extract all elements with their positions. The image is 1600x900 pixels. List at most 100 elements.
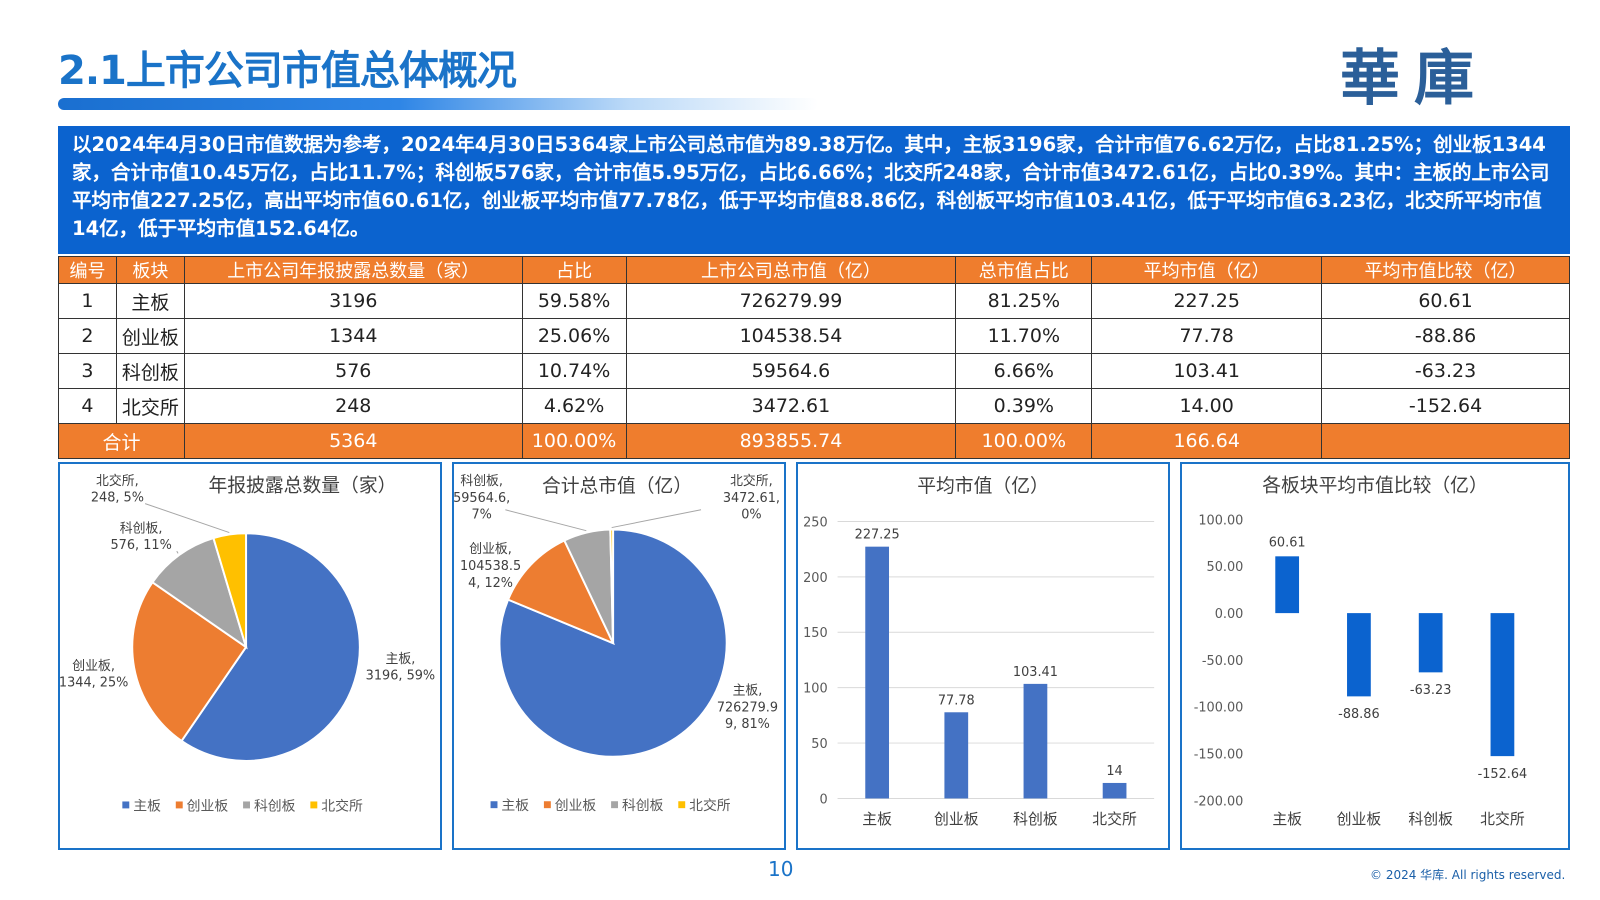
bar-科创板 [1023, 683, 1048, 799]
legend-swatch [122, 801, 130, 809]
legend-label: 创业板 [555, 798, 597, 814]
y-tick-label: 250 [803, 515, 828, 530]
data-label: 576, 11% [110, 538, 171, 553]
table-cell: 2 [58, 318, 117, 354]
page-title: 2.1上市公司市值总体概况 [58, 48, 517, 94]
table-cell: 1344 [183, 318, 523, 354]
data-label: 北交所, [96, 473, 139, 489]
data-label: 4, 12% [468, 576, 513, 591]
chart-panel-value-pie: 合计总市值（亿） 主板, 726279.9 9, 81% 创业板, 104538.5 4,… [452, 462, 786, 850]
summary-text-box: 以2024年4月30日市值数据为参考，2024年4月30日5364家上市公司总市… [58, 126, 1570, 254]
data-label: 主板, [386, 652, 416, 667]
y-tick-label: 150 [803, 626, 828, 641]
bar-主板 [865, 546, 890, 799]
bar-创业板 [1347, 613, 1371, 697]
data-label: 主板, [733, 684, 763, 699]
x-category-label: 北交所 [1480, 810, 1525, 828]
table-cell: 104538.54 [625, 318, 957, 354]
x-category-label: 主板 [862, 810, 892, 828]
y-tick-label: -50.00 [1202, 654, 1243, 669]
chart-panel-count-pie: 年报披露总数量（家） 主板, 3196, 59% 创业板, 1344, 25% 科创板,… [58, 462, 442, 850]
brand-logo: 華庫 [1340, 44, 1488, 114]
count-pie-chart: 年报披露总数量（家） 主板, 3196, 59% 创业板, 1344, 25% 科创板,… [60, 473, 435, 815]
table-row: 1 主板 3196 59.58% 726279.99 81.25% 227.25… [58, 283, 1570, 319]
table-cell: 11.70% [955, 318, 1093, 354]
table-cell: 103.41 [1091, 353, 1323, 389]
x-category-label: 科创板 [1013, 810, 1058, 828]
legend-swatch [543, 801, 551, 809]
table-cell: 6.66% [955, 353, 1093, 389]
y-tick-label: -150.00 [1194, 748, 1244, 763]
table-cell: 3196 [183, 283, 523, 319]
table-cell: 4 [58, 388, 117, 424]
legend-swatch [678, 801, 686, 809]
legend-label: 创业板 [187, 798, 229, 814]
chart-panel-avg-bar: 平均市值（亿） 0 50 100 150 200 250 227.25 主板 77.78 创业板 1… [796, 462, 1170, 850]
table-cell: -88.86 [1321, 318, 1570, 354]
bar-北交所 [1490, 613, 1515, 757]
header-cell-value-share: 总市值占比 [955, 256, 1093, 284]
table-cell: -63.23 [1321, 353, 1570, 389]
table-cell: 3472.61 [625, 388, 957, 424]
data-label: 3196, 59% [366, 669, 435, 684]
legend-swatch [490, 801, 498, 809]
pie-slice-北交所 [609, 528, 615, 644]
table-cell: 59.58% [521, 283, 627, 319]
table-cell: 100.00% [955, 423, 1093, 459]
x-category-label: 北交所 [1092, 810, 1137, 828]
y-tick-label: 50 [811, 737, 827, 752]
data-label: -63.23 [1410, 683, 1451, 698]
chart-title: 合计总市值（亿） [542, 475, 692, 497]
data-label: -88.86 [1338, 707, 1379, 722]
y-tick-label: 100.00 [1198, 513, 1243, 528]
data-label: 104538.5 [460, 559, 521, 574]
table-cell: 893855.74 [625, 423, 957, 459]
table-total-row: 合计 5364 100.00% 893855.74 100.00% 166.64 [58, 423, 1570, 459]
data-label: 59564.6, [454, 491, 510, 506]
header-cell-total-value: 上市公司总市值（亿） [625, 256, 957, 284]
y-tick-label: -200.00 [1194, 794, 1244, 809]
data-label: 科创板, [120, 521, 163, 536]
data-label: 726279.9 [717, 700, 778, 715]
copyright-text: © 2024 华库. All rights reserved. [1370, 868, 1566, 882]
data-label: 0% [741, 508, 761, 523]
data-label: 创业板, [469, 542, 512, 557]
table-cell: 60.61 [1321, 283, 1570, 319]
data-label: 科创板, [460, 474, 503, 489]
table-cell: 25.06% [521, 318, 627, 354]
y-tick-label: 0 [819, 792, 827, 807]
bar-北交所 [1102, 782, 1127, 799]
legend-label: 科创板 [622, 798, 664, 814]
legend-label: 主板 [501, 798, 529, 814]
legend-swatch [243, 801, 250, 809]
title-underline [58, 98, 818, 110]
leader-line [611, 509, 702, 529]
market-value-table: 编号 板块 上市公司年报披露总数量（家） 占比 上市公司总市值（亿） 总市值占比… [58, 256, 1570, 459]
data-label: 248, 5% [91, 491, 144, 506]
table-cell: 10.74% [521, 353, 627, 389]
table-cell: 726279.99 [625, 283, 957, 319]
table-cell [1321, 423, 1570, 459]
pie-slice-主板 [180, 532, 361, 762]
pie-slice-创业板 [131, 580, 248, 743]
data-label: 77.78 [938, 693, 975, 708]
table-header-row: 编号 板块 上市公司年报披露总数量（家） 占比 上市公司总市值（亿） 总市值占比… [58, 256, 1570, 284]
legend-label: 北交所 [321, 797, 363, 814]
data-label: 7% [471, 508, 491, 523]
x-category-label: 主板 [1272, 810, 1302, 828]
x-category-label: 创业板 [1337, 810, 1382, 828]
pie-slice-北交所 [212, 532, 248, 648]
bar-主板 [1275, 556, 1300, 614]
value-pie-chart: 合计总市值（亿） 主板,726279.9 9, 81% 创业板, 104538.5 4,… [454, 473, 780, 814]
chart-title: 年报披露总数量（家） [208, 475, 396, 497]
leader-line [505, 509, 587, 532]
y-tick-label: 50.00 [1207, 560, 1244, 575]
table-cell: 4.62% [521, 388, 627, 424]
pie-slice-创业板 [506, 539, 616, 646]
data-label: 103.41 [1013, 665, 1058, 680]
avg-compare-bar-chart: 各板块平均市值比较（亿） 100.00 50.00 0.00 -50.00 -100.0… [1194, 475, 1528, 829]
table-cell: 创业板 [115, 318, 185, 354]
table-row: 2 创业板 1344 25.06% 104538.54 11.70% 77.78… [58, 318, 1570, 354]
table-cell: -152.64 [1321, 388, 1570, 424]
legend-swatch [175, 801, 183, 809]
